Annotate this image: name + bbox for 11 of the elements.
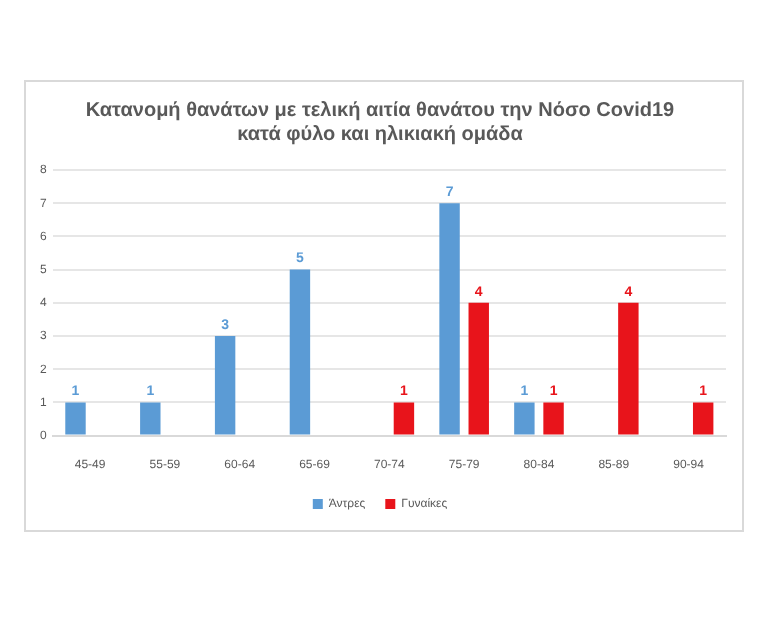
bar: [618, 302, 639, 435]
bar: [393, 402, 415, 435]
bar: [692, 402, 714, 435]
bar: [214, 336, 236, 435]
bar: [468, 302, 489, 435]
bar: [140, 402, 161, 435]
bar: [543, 402, 564, 435]
bar: [514, 402, 535, 435]
bar: [289, 269, 311, 435]
bar: [65, 402, 86, 435]
bar: [439, 203, 460, 435]
